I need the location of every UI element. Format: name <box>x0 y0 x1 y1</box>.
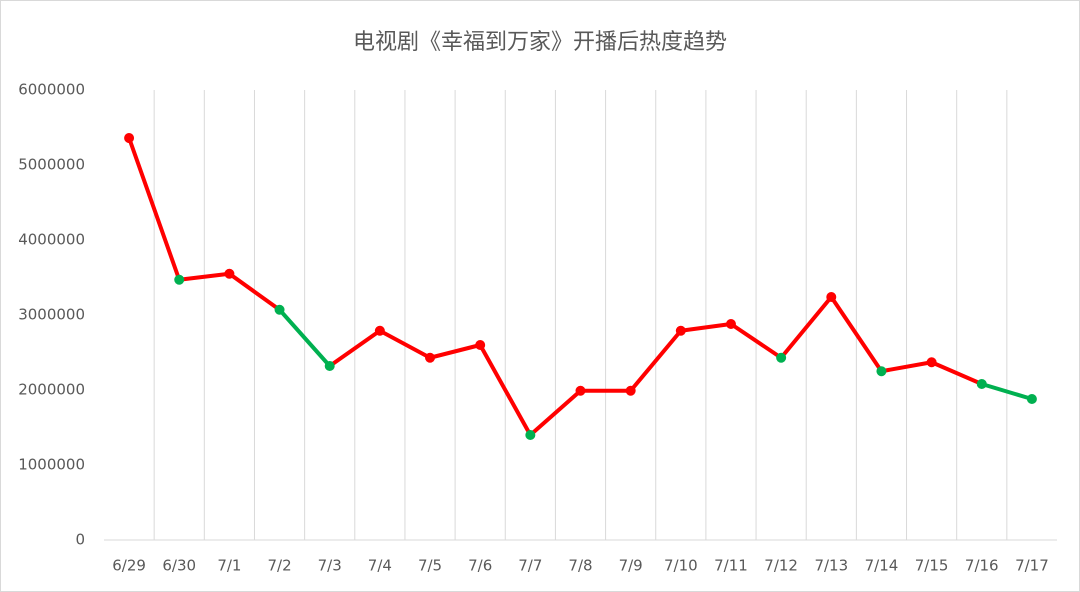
point <box>675 325 686 336</box>
x-tick-label: 6/30 <box>162 557 196 575</box>
y-tick-label: 5000000 <box>18 156 85 174</box>
line-segment <box>227 271 282 312</box>
x-tick-label: 7/10 <box>664 557 698 575</box>
point <box>425 352 436 363</box>
point <box>625 385 636 396</box>
point <box>776 352 787 363</box>
point <box>926 357 937 368</box>
point <box>575 385 586 396</box>
line-segment <box>728 322 784 360</box>
y-tick-label: 3000000 <box>18 306 85 324</box>
x-tick-label: 7/1 <box>217 557 241 575</box>
x-tick-label: 7/16 <box>965 557 999 575</box>
x-tick-label: 7/17 <box>1015 557 1049 575</box>
point <box>876 366 887 377</box>
point <box>274 304 285 315</box>
line-segment <box>277 307 332 368</box>
y-tick-label: 1000000 <box>18 456 85 474</box>
line-segment <box>779 295 834 360</box>
y-tick-label: 6000000 <box>18 81 85 99</box>
point <box>1026 394 1037 404</box>
line-segment <box>678 322 733 333</box>
line-segment <box>929 360 984 386</box>
point <box>174 274 185 285</box>
point <box>324 361 335 371</box>
x-tick-label: 7/7 <box>518 557 542 575</box>
x-tick-label: 7/5 <box>418 557 442 575</box>
point <box>725 319 736 329</box>
x-tick-label: 7/12 <box>764 557 798 575</box>
line-segment <box>829 295 884 374</box>
x-tick-label: 7/9 <box>619 557 643 575</box>
point <box>224 268 235 279</box>
x-tick-label: 7/14 <box>865 557 899 575</box>
line-segment <box>628 328 683 393</box>
point <box>374 325 385 336</box>
y-tick-label: 2000000 <box>18 381 85 399</box>
x-tick-label: 7/4 <box>368 557 392 575</box>
x-tick-label: 7/8 <box>568 557 592 575</box>
x-tick-label: 7/3 <box>318 557 342 575</box>
x-tick-label: 7/6 <box>468 557 492 575</box>
line-segment <box>428 343 483 360</box>
y-tick-label: 0 <box>75 531 85 549</box>
line-segment <box>879 360 934 374</box>
x-tick-label: 7/2 <box>267 557 291 575</box>
point <box>124 133 135 143</box>
point <box>826 292 837 302</box>
x-tick-label: 7/13 <box>814 557 848 575</box>
x-tick-label: 7/11 <box>714 557 748 575</box>
y-tick-label: 4000000 <box>18 231 85 249</box>
line-segment <box>127 136 182 282</box>
x-tick-label: 7/15 <box>915 557 949 575</box>
line-segment <box>478 343 533 437</box>
point <box>976 379 987 389</box>
x-tick-label: 6/29 <box>112 557 146 575</box>
point <box>475 340 486 350</box>
line-segment <box>979 382 1034 401</box>
chart-title: 电视剧《幸福到万家》开播后热度趋势 <box>353 30 727 55</box>
line-segment <box>177 271 232 282</box>
line-segment <box>528 388 583 437</box>
point <box>525 430 536 440</box>
line-segment <box>327 328 382 368</box>
line-segment <box>377 328 433 360</box>
